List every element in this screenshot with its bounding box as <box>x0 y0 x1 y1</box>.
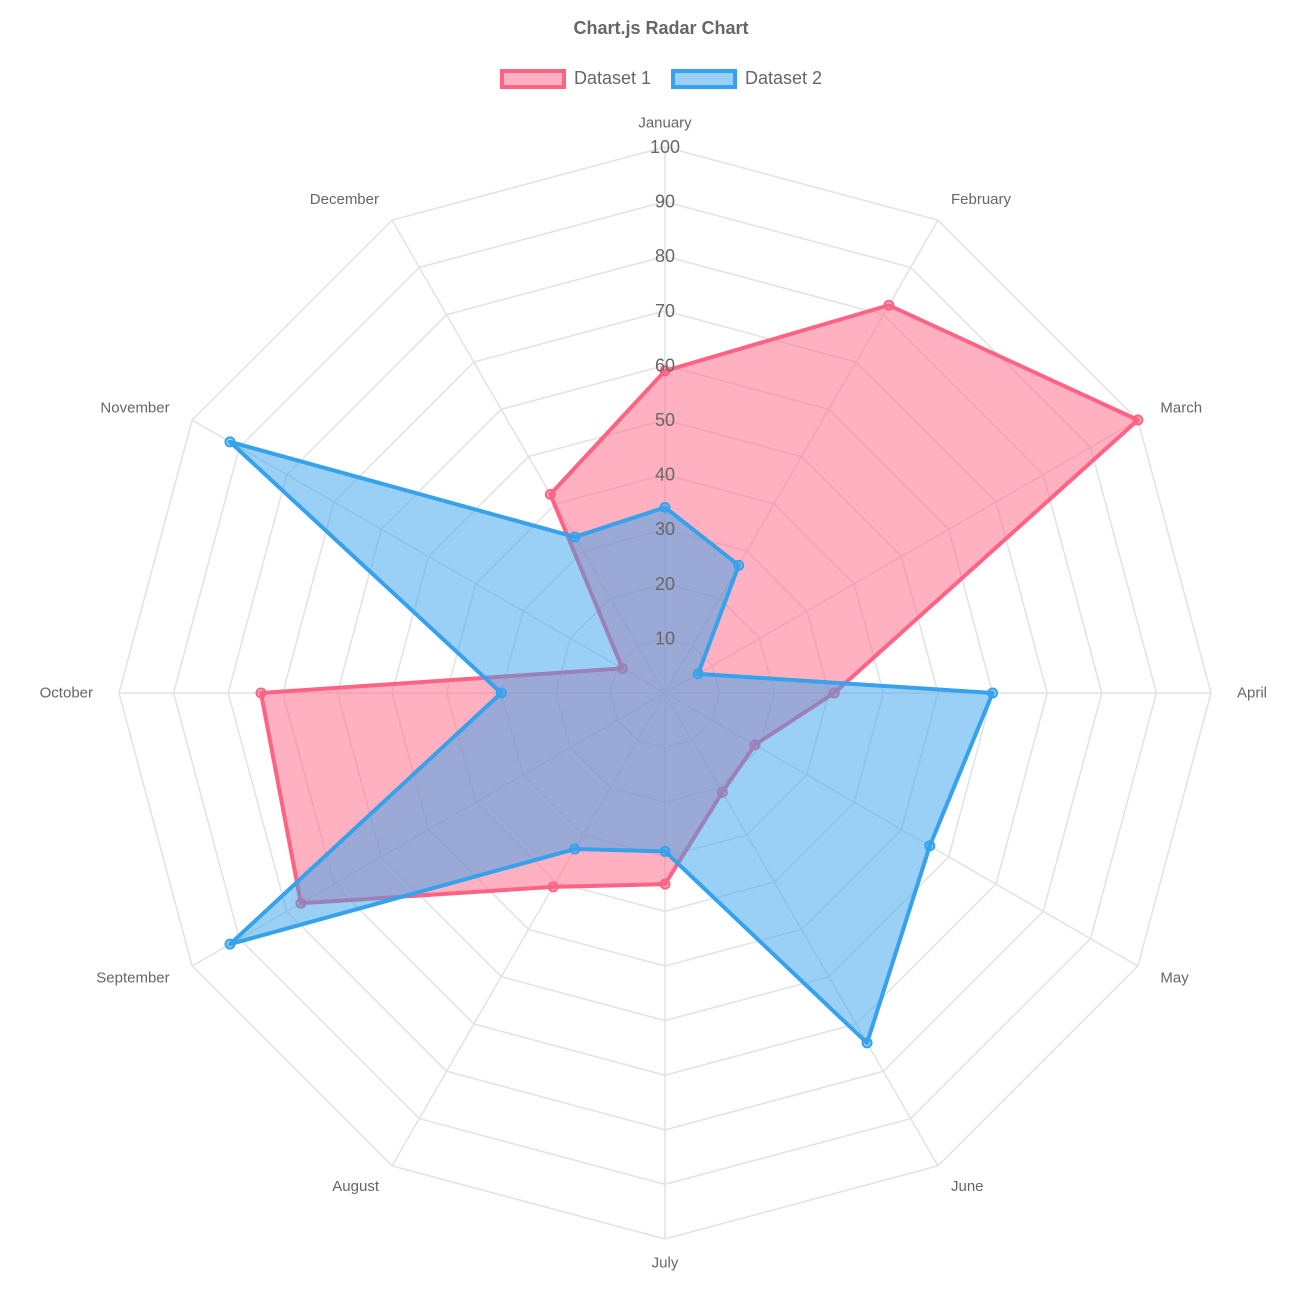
tick-label: 60 <box>655 355 675 375</box>
point-label: September <box>96 970 169 987</box>
legend-label-dataset-2: Dataset 2 <box>745 68 823 88</box>
point-labels: January February March April May June July Augu… <box>40 115 1267 1272</box>
legend-item-dataset-1[interactable]: Dataset 1 <box>499 68 651 89</box>
tick-label: 40 <box>655 465 675 485</box>
tick-label: 90 <box>655 192 675 212</box>
point-label: January <box>638 115 692 132</box>
tick-label: 20 <box>655 574 675 594</box>
tick-label: 100 <box>650 137 680 157</box>
point-label: July <box>652 1255 679 1272</box>
series-2 <box>224 436 999 1049</box>
data-point[interactable] <box>1132 414 1144 426</box>
tick-label: 80 <box>655 246 675 266</box>
data-point[interactable] <box>544 488 556 500</box>
point-label: June <box>951 1178 984 1195</box>
data-point[interactable] <box>569 531 581 543</box>
data-point[interactable] <box>547 881 559 893</box>
tick-label: 50 <box>655 410 675 430</box>
data-point[interactable] <box>733 559 745 571</box>
data-point[interactable] <box>495 687 507 699</box>
point-label: August <box>332 1178 380 1195</box>
chart-title: Chart.js Radar Chart <box>573 18 749 38</box>
data-point[interactable] <box>659 501 671 513</box>
tick-label: 70 <box>655 301 675 321</box>
data-point[interactable] <box>659 878 671 890</box>
data-point[interactable] <box>569 843 581 855</box>
point-label: November <box>100 400 169 417</box>
point-label: October <box>40 685 93 702</box>
radial-ticks: 10 20 30 40 50 60 70 80 90 100 <box>650 137 680 648</box>
legend-item-dataset-2[interactable]: Dataset 2 <box>671 68 822 89</box>
data-point[interactable] <box>987 687 999 699</box>
data-point[interactable] <box>659 365 671 377</box>
point-label: February <box>951 191 1012 208</box>
data-point[interactable] <box>255 687 267 699</box>
data-point[interactable] <box>692 668 704 680</box>
data-point[interactable] <box>224 938 236 950</box>
point-label: April <box>1237 685 1267 702</box>
legend-swatch-dataset-1 <box>499 68 566 89</box>
tick-label: 30 <box>655 519 675 539</box>
data-point[interactable] <box>224 436 236 448</box>
radar-series <box>224 299 1144 1049</box>
legend-swatch-dataset-2 <box>671 68 737 89</box>
legend: Dataset 1 Dataset 2 <box>0 68 1302 89</box>
point-label: December <box>310 191 379 208</box>
data-point[interactable] <box>924 840 936 852</box>
data-point[interactable] <box>659 845 671 857</box>
data-point[interactable] <box>861 1037 873 1049</box>
point-label: May <box>1160 970 1189 987</box>
legend-label-dataset-1: Dataset 1 <box>573 68 651 88</box>
point-label: March <box>1160 400 1202 417</box>
tick-label: 10 <box>655 628 675 648</box>
data-point[interactable] <box>883 299 895 311</box>
